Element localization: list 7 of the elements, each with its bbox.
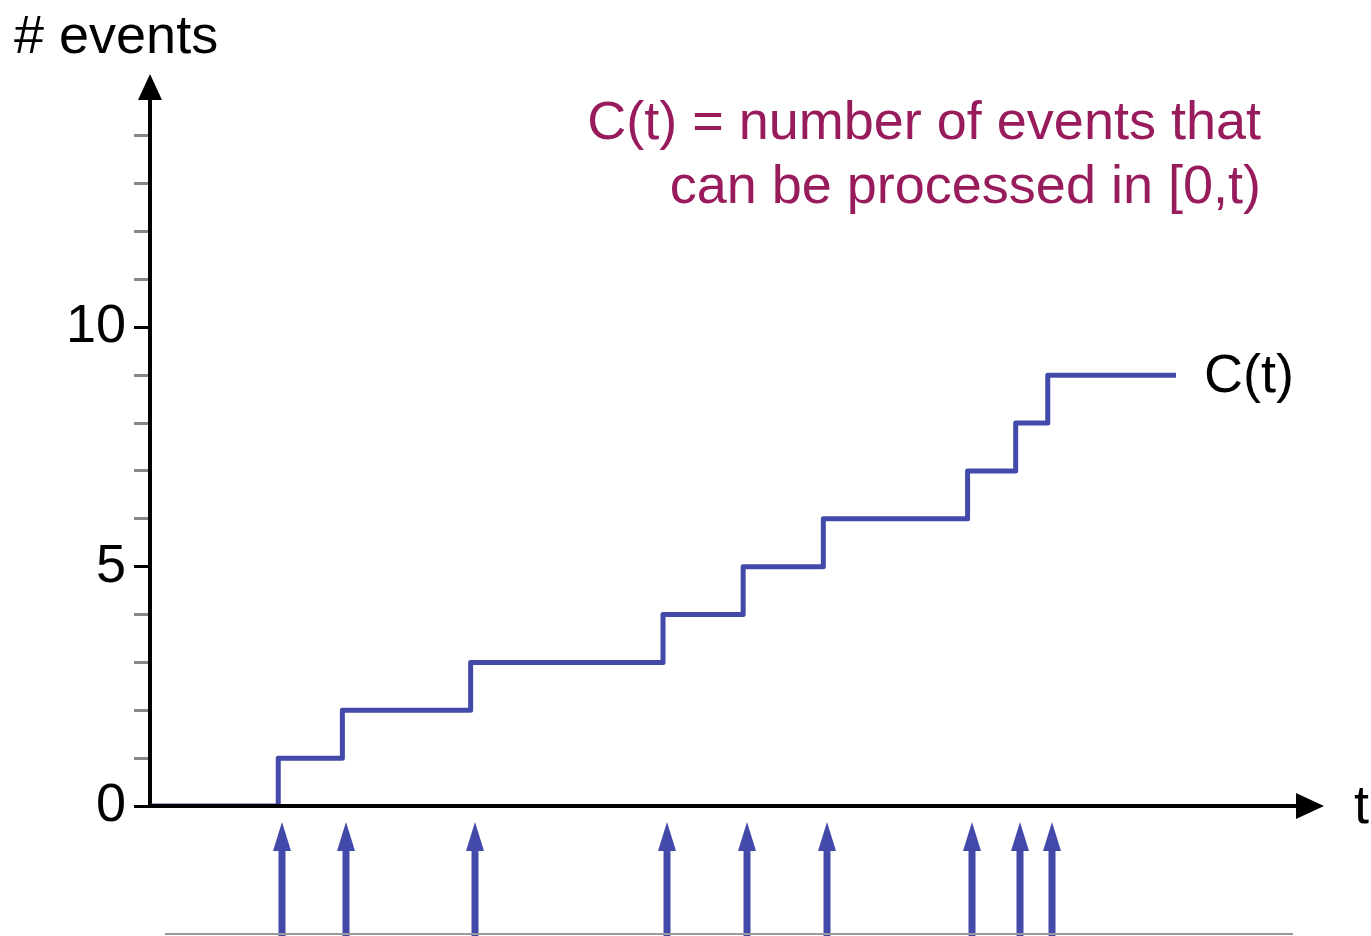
y-tick-label: 5: [95, 532, 126, 593]
series-label: C(t): [1204, 342, 1294, 406]
y-tick-label: 0: [95, 771, 126, 832]
y-axis-title: # events: [14, 3, 219, 66]
x-axis-title: t: [1354, 773, 1370, 836]
y-tick-label: 10: [65, 293, 126, 354]
annotation: C(t) = number of events that can be processed in [0,t): [586, 89, 1261, 216]
